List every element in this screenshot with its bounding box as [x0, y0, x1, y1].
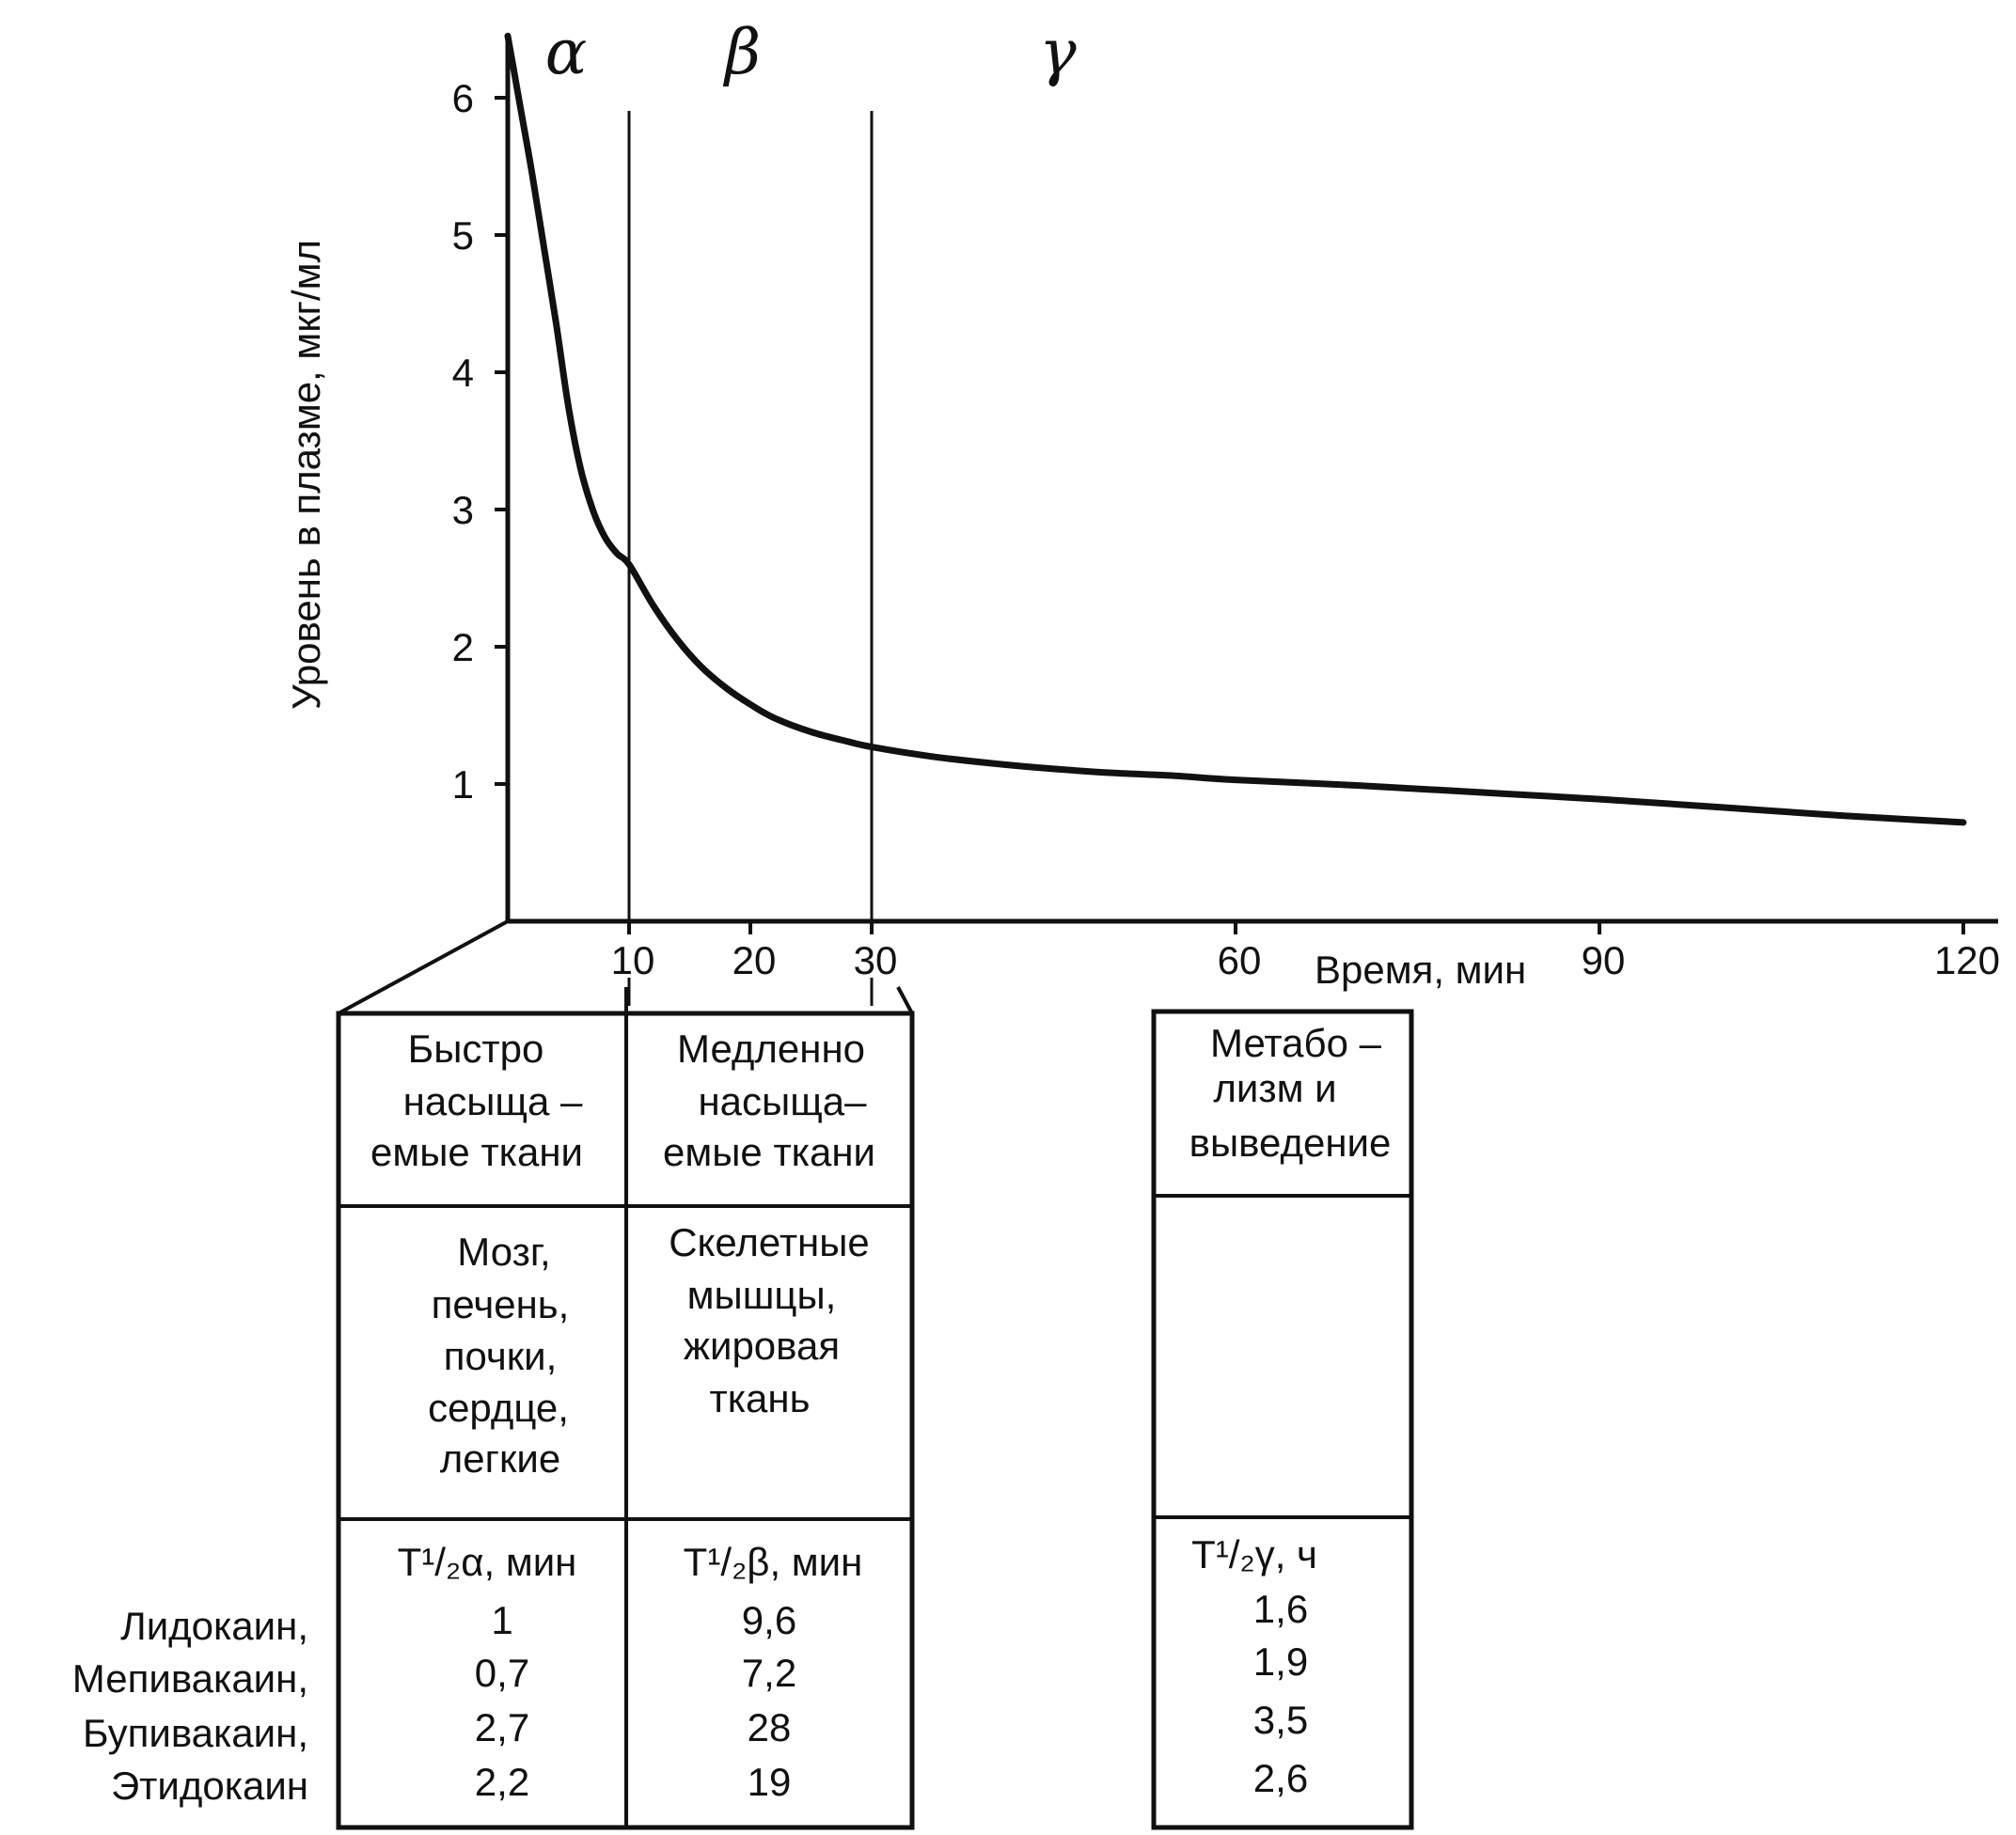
slow-organs-line-2: мышцы, — [687, 1273, 837, 1317]
elimination-table: Метабо – лизм и выведение T¹/₂γ, ч 1,6 1… — [1151, 1009, 1414, 1830]
fast-organs-line-5: легкие — [440, 1436, 560, 1481]
phase-gamma-label: γ — [1039, 16, 1077, 88]
x-tick-label: 60 — [1218, 938, 1262, 982]
drug-lidocaine: Лидокаин, — [120, 1604, 308, 1648]
slow-organs-line-3: жировая — [684, 1324, 840, 1368]
chart-area: 1 2 3 4 5 6 10 20 30 60 90 120 α β γ Уровень в пла… — [284, 16, 2000, 1006]
fast-organs-line-1: Мозг, — [457, 1230, 550, 1274]
y-ticks: 1 2 3 4 5 6 — [452, 76, 508, 807]
bracket-right-connector — [896, 986, 914, 1014]
fast-header-line-1: Быстро — [408, 1027, 544, 1071]
x-tick-label: 120 — [1934, 938, 2000, 982]
phase-boundaries — [627, 111, 874, 1006]
fast-halflife-label: T¹/₂α, мин — [398, 1540, 577, 1584]
slow-halflife-label: T¹/₂β, мин — [684, 1540, 863, 1584]
phase-alpha-label: α — [545, 16, 588, 88]
elim-value-mepivacaine: 1,9 — [1253, 1639, 1308, 1684]
fast-organs-line-2: печень, — [432, 1282, 570, 1326]
slow-organs-line-1: Скелетные — [669, 1220, 870, 1264]
elim-value-etidocaine: 2,6 — [1253, 1756, 1308, 1800]
drug-bupivacaine: Бупивакаин, — [83, 1711, 308, 1755]
y-axis-title: Уровень в плазме, мкг/мл — [284, 240, 328, 710]
phase-beta-label: β — [722, 16, 761, 88]
elim-header-line-2: лизм и — [1213, 1066, 1336, 1110]
slow-value-bupivacaine: 28 — [748, 1705, 792, 1749]
x-tick-label: 30 — [854, 938, 898, 982]
slow-organs-line-4: ткань — [710, 1376, 811, 1420]
tissue-table: Быстро насыща – емые ткани Медленно насы… — [336, 987, 915, 1830]
fast-header-line-3: емые ткани — [370, 1130, 583, 1174]
y-tick-label: 2 — [452, 625, 474, 669]
elim-header-line-3: выведение — [1189, 1121, 1392, 1165]
slow-header-line-2: насыща– — [698, 1079, 867, 1123]
y-tick-label: 1 — [452, 762, 474, 807]
elim-value-lidocaine: 1,6 — [1253, 1587, 1308, 1631]
slow-value-etidocaine: 19 — [748, 1760, 792, 1804]
fast-header-line-2: насыща – — [403, 1079, 583, 1123]
fast-value-lidocaine: 1 — [491, 1598, 512, 1642]
x-ticks: 10 20 30 60 90 120 — [611, 921, 2000, 982]
elim-header-line-1: Метабо – — [1210, 1021, 1382, 1065]
x-tick-label: 10 — [611, 938, 655, 982]
x-axis-title: Время, мин — [1315, 948, 1526, 992]
y-tick-label: 3 — [452, 488, 474, 532]
fast-organs-line-4: сердце, — [428, 1386, 569, 1430]
bracket-left-connector — [338, 919, 509, 1015]
bracket-connectors — [338, 919, 914, 1015]
drug-labels: Лидокаин, Мепивакаин, Бупивакаин, Этидок… — [72, 1604, 308, 1808]
x-tick-label: 90 — [1582, 938, 1626, 982]
plasma-level-curve — [504, 32, 1967, 826]
x-tick-label: 20 — [732, 938, 777, 982]
slow-value-mepivacaine: 7,2 — [742, 1651, 796, 1695]
fast-organs-line-3: почки, — [444, 1334, 558, 1378]
elimination-table-frame — [1151, 1009, 1414, 1830]
drug-etidocaine: Этидокаин — [111, 1764, 308, 1808]
slow-header-line-3: емые ткани — [663, 1130, 875, 1174]
drug-mepivacaine: Мепивакаин, — [72, 1656, 308, 1701]
fast-value-mepivacaine: 0,7 — [475, 1651, 529, 1695]
fast-value-etidocaine: 2,2 — [475, 1760, 529, 1804]
y-tick-label: 4 — [452, 351, 474, 395]
y-tick-label: 6 — [452, 76, 474, 120]
y-tick-label: 5 — [452, 213, 474, 258]
elim-halflife-label: T¹/₂γ, ч — [1191, 1532, 1317, 1576]
fast-value-bupivacaine: 2,7 — [475, 1705, 529, 1749]
slow-value-lidocaine: 9,6 — [742, 1598, 796, 1642]
slow-header-line-1: Медленно — [677, 1027, 865, 1071]
elim-value-bupivacaine: 3,5 — [1253, 1698, 1308, 1742]
